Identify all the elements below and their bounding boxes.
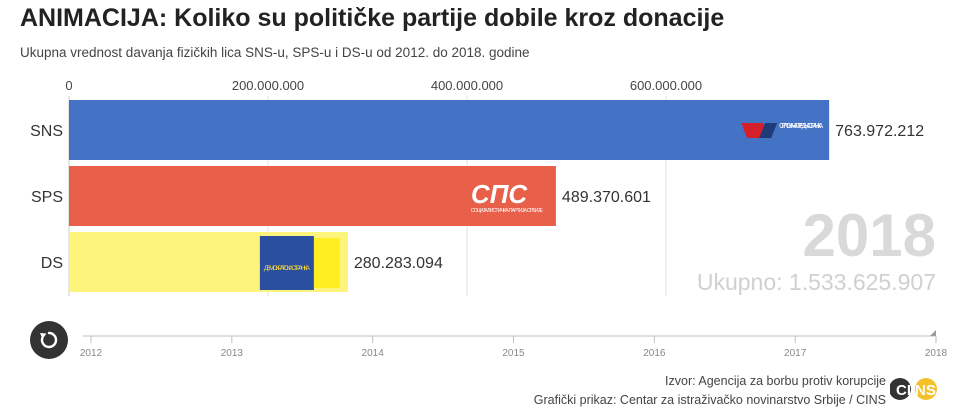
value-label: 489.370.601 (562, 189, 651, 206)
category-label: SNS (30, 123, 63, 140)
svg-text:CI: CI (896, 382, 911, 399)
sps-logo-subtext: СОЦИЈАЛИСТИЧКА ПАРТИЈА СРБИЈЕ (471, 208, 544, 214)
chart-subtitle: Ukupna vrednost davanja fizičkih lica SN… (20, 45, 530, 60)
cins-logo: CI NS (890, 378, 937, 400)
category-label: DS (41, 255, 63, 272)
x-tick-label: 600.000.000 (630, 78, 702, 93)
total-label: Ukupno: 1.533.625.907 (696, 269, 936, 295)
timeline-year-label[interactable]: 2014 (362, 348, 385, 359)
current-year-label: 2018 (802, 202, 936, 269)
bar-sns (69, 100, 830, 160)
timeline-year-label[interactable]: 2012 (80, 348, 103, 359)
ds-logo-icon (259, 236, 314, 290)
credit-note: Grafički prikaz: Centar za istraživačko … (533, 393, 886, 407)
timeline-year-label[interactable]: 2018 (925, 348, 948, 359)
value-label: 280.283.094 (354, 255, 443, 272)
timeline-year-label[interactable]: 2015 (502, 348, 525, 359)
timeline-year-label[interactable]: 2013 (221, 348, 244, 359)
replay-button[interactable] (30, 321, 68, 359)
bar-sps (69, 166, 556, 226)
svg-text:NS: NS (915, 382, 936, 399)
timeline-current-marker[interactable] (930, 330, 936, 336)
replay-icon (40, 331, 58, 349)
chart-title: ANIMACIJA: Koliko su političke partije d… (20, 4, 725, 32)
x-tick-label: 400.000.000 (431, 78, 503, 93)
x-tick-label: 0 (65, 78, 72, 93)
sns-logo-icon (741, 123, 778, 138)
ds-accent-stripe (309, 238, 340, 288)
timeline-year-label[interactable]: 2016 (643, 348, 666, 359)
sps-logo-text: СПС (471, 179, 528, 209)
x-tick-label: 200.000.000 (232, 78, 304, 93)
timeline-year-label[interactable]: 2017 (784, 348, 807, 359)
source-note: Izvor: Agencija za borbu protiv korupcij… (665, 374, 886, 388)
category-label: SPS (31, 189, 63, 206)
value-label: 763.972.212 (835, 123, 924, 140)
sns-logo-text: СРПСКА НАПРЕДНА СТРАНКА (779, 123, 823, 130)
ds-logo-text: ДЕМОКРАТСКА СТРАНКА (264, 265, 311, 272)
